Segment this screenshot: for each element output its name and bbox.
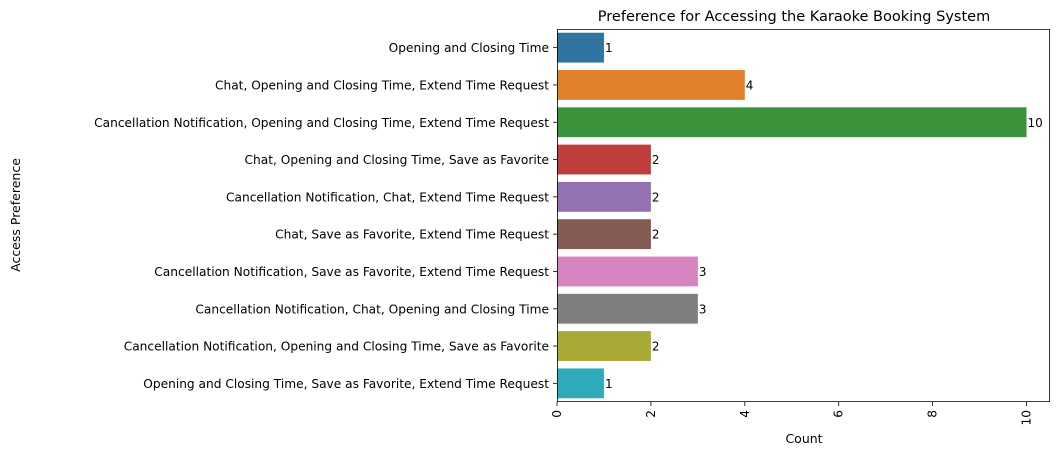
data-label-3: 2: [652, 153, 660, 167]
data-label-0: 1: [605, 41, 613, 55]
bar-1: [557, 70, 745, 100]
data-label-6: 3: [699, 265, 707, 279]
bar-3: [557, 144, 651, 175]
x-tick-label-5: 10: [1020, 410, 1034, 426]
y-tick-label-9: Opening and Closing Time, Save as Favori…: [143, 377, 549, 391]
y-tick-label-2: Cancellation Notification, Opening and C…: [94, 116, 549, 130]
y-tick-label-3: Chat, Opening and Closing Time, Save as …: [245, 153, 549, 167]
x-tick-label-4: 8: [926, 410, 940, 418]
y-tick-label-7: Cancellation Notification, Chat, Opening…: [195, 302, 549, 316]
y-tick-label-0: Opening and Closing Time: [389, 41, 549, 55]
chart-title: Preference for Accessing the Karaoke Boo…: [598, 9, 990, 25]
bar-5: [557, 219, 651, 250]
x-tick-label-1: 2: [644, 410, 658, 418]
data-label-7: 3: [699, 302, 707, 316]
bar-7: [557, 293, 698, 324]
y-tick-label-4: Cancellation Notification, Chat, Extend …: [226, 190, 549, 204]
axes-frame: [557, 29, 1050, 402]
data-label-4: 2: [652, 190, 660, 204]
x-tick-label-0: 0: [550, 410, 564, 418]
y-axis-label: Access Preference: [8, 158, 23, 272]
y-tick-label-5: Chat, Save as Favorite, Extend Time Requ…: [275, 228, 549, 242]
x-tick-label-3: 6: [832, 410, 846, 418]
bar-8: [557, 331, 651, 361]
y-tick-label-6: Cancellation Notification, Save as Favor…: [154, 265, 549, 279]
bar-4: [557, 181, 651, 212]
bar-2: [557, 107, 1027, 138]
y-tick-label-8: Cancellation Notification, Opening and C…: [124, 340, 549, 354]
bars-group: [557, 32, 1027, 399]
data-labels-group: 1 4 10 2 2 2 3 3 2 1: [605, 41, 1043, 391]
bar-9: [557, 368, 604, 399]
bar-6: [557, 256, 698, 287]
x-tick-label-2: 4: [738, 410, 752, 418]
x-axis-label: Count: [785, 431, 822, 446]
data-label-9: 1: [605, 377, 613, 391]
y-tick-label-1: Chat, Opening and Closing Time, Extend T…: [215, 78, 549, 92]
data-label-1: 4: [746, 78, 754, 92]
data-label-2: 10: [1028, 116, 1043, 130]
x-axis-ticks: 0 2 4 6 8 10: [550, 402, 1034, 426]
data-label-8: 2: [652, 340, 660, 354]
bar-0: [557, 32, 604, 63]
y-axis-ticks: Opening and Closing Time Chat, Opening an…: [94, 41, 557, 391]
data-label-5: 2: [652, 228, 660, 242]
